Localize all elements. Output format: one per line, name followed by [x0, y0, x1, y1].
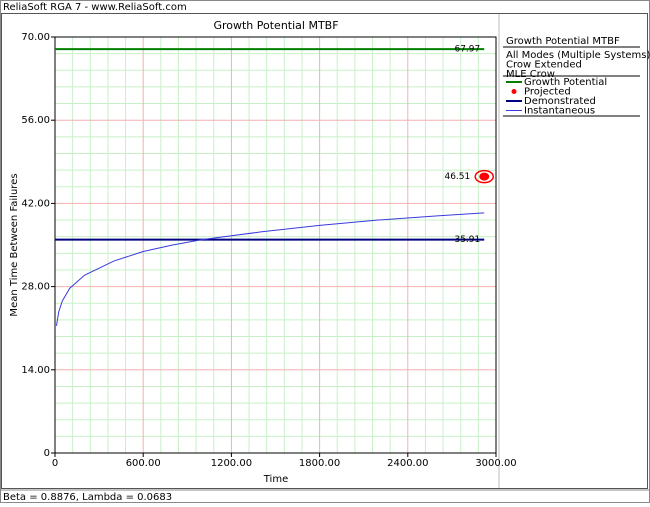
x-tick-label: 1800.00: [299, 458, 340, 469]
y-tick-label: 56.00: [21, 115, 50, 126]
window-title: ReliaSoft RGA 7 - www.ReliaSoft.com: [3, 2, 187, 13]
legend-swatch: [511, 89, 517, 94]
value-label: 35.91: [454, 235, 480, 245]
status-text: Beta = 0.8876, Lambda = 0.0683: [3, 492, 172, 503]
x-axis-label: Time: [263, 474, 288, 485]
x-tick-label: 0: [52, 458, 58, 469]
value-label: 67.97: [454, 45, 480, 55]
y-axis-label: Mean Time Between Failures: [9, 173, 20, 316]
y-tick-label: 0: [44, 448, 50, 459]
legend-entry: Instantaneous: [524, 106, 595, 117]
legend-entry: Growth Potential: [524, 77, 607, 88]
x-tick-label: 3000.00: [475, 458, 516, 469]
projected-point: [479, 172, 490, 181]
y-tick-label: 70.00: [21, 32, 50, 43]
y-tick-label: 28.00: [21, 282, 50, 293]
x-tick-label: 600.00: [126, 458, 161, 469]
y-tick-label: 42.00: [21, 198, 50, 209]
legend-info: Crow Extended: [506, 60, 582, 71]
chart-frame: [1, 13, 648, 489]
instantaneous-line: [55, 212, 485, 326]
x-tick-label: 1200.00: [211, 458, 252, 469]
plot-frame: [54, 36, 497, 454]
legend-info: MLE Crow: [506, 69, 555, 80]
chart-title: Growth Potential MTBF: [213, 19, 338, 32]
value-label: 46.51: [444, 172, 470, 182]
y-tick-label: 14.00: [21, 365, 50, 376]
projected-ring: [474, 169, 494, 184]
legend-info: All Modes (Multiple Systems): [506, 50, 650, 61]
legend-entry: Demonstrated: [524, 96, 596, 107]
legend-entry: Projected: [524, 87, 571, 98]
legend-title: Growth Potential MTBF: [506, 36, 620, 47]
x-tick-label: 2400.00: [387, 458, 428, 469]
